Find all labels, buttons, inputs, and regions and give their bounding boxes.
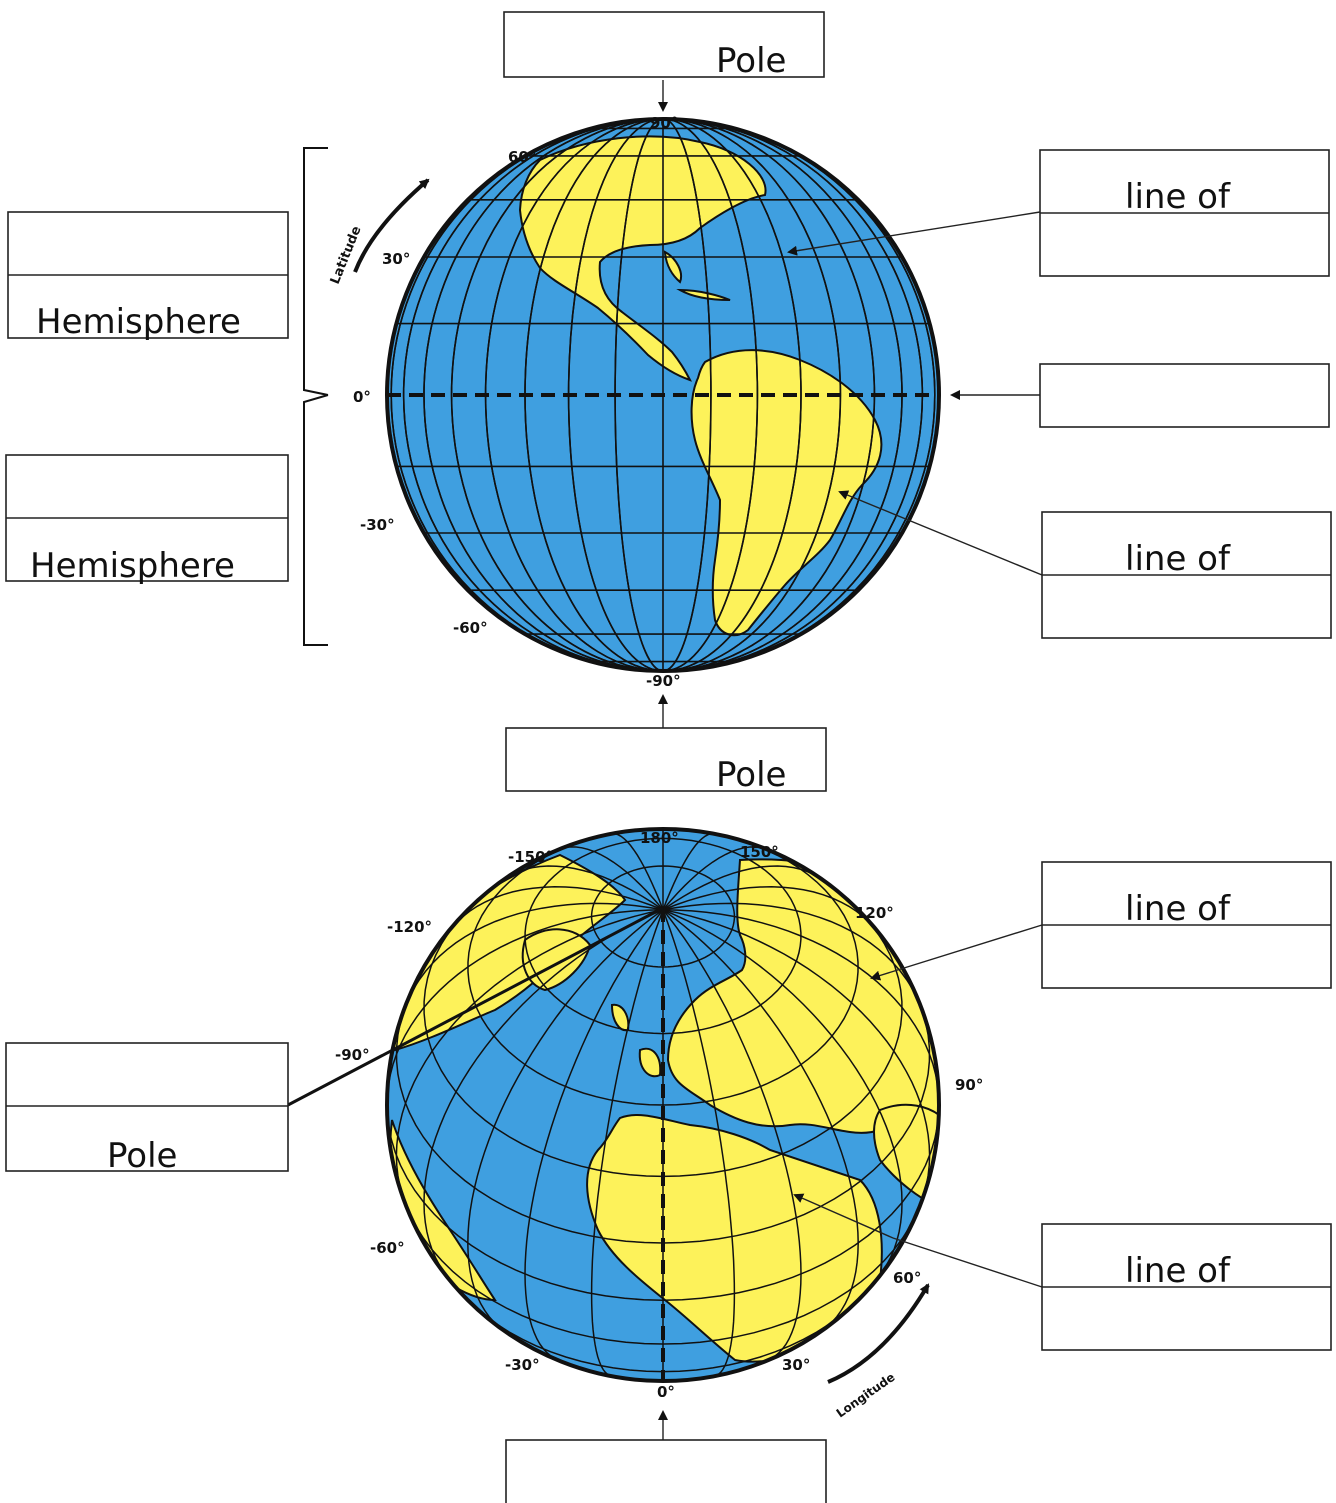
parallel-line xyxy=(662,912,903,1178)
florida-shape xyxy=(663,250,682,284)
deg-label-neg30: -30° xyxy=(360,516,395,534)
greenland-shape xyxy=(521,928,592,992)
meridian-line xyxy=(590,909,664,1378)
iberia-shape xyxy=(638,1047,662,1078)
deg-label-60-lon: 60° xyxy=(893,1269,921,1287)
deg-label-150: 150° xyxy=(740,843,779,861)
north-pole-box-text-2: Pole xyxy=(107,1136,177,1176)
deg-label-180: 180° xyxy=(640,829,679,847)
meridian-line xyxy=(395,909,664,1205)
south-pole-label-box[interactable]: Pole xyxy=(505,727,827,795)
meridian-line xyxy=(662,909,903,1281)
meridian-line xyxy=(662,909,931,1205)
lower-line-of-pointer xyxy=(838,490,1043,576)
south-pole-box-text: Pole xyxy=(716,755,786,795)
southern-hemisphere-box-text: Hemisphere xyxy=(30,546,235,586)
equator-label-box[interactable] xyxy=(1039,363,1330,428)
south-america-shape xyxy=(690,349,883,637)
upper-line-of-label-box-2[interactable]: line of xyxy=(1041,861,1332,989)
southern-hemisphere-label-box[interactable]: Hemisphere xyxy=(5,454,289,586)
parallel-line xyxy=(395,1008,664,1244)
longitude-axis-label: Longitude xyxy=(834,1370,898,1421)
globe1-continents xyxy=(518,135,883,637)
meridian-line xyxy=(662,909,736,1378)
deg-label-neg90: -90° xyxy=(646,672,681,690)
deg-label-neg90-lon: -90° xyxy=(335,1046,370,1064)
globe2-outline xyxy=(385,827,941,1383)
prime-meridian-label-box[interactable] xyxy=(505,1439,827,1503)
meridian-line xyxy=(423,909,664,1281)
lower-line-of-pointer-2 xyxy=(793,1193,894,1239)
deg-label-90-lon: 90° xyxy=(955,1076,983,1094)
deg-label-0-lon: 0° xyxy=(657,1383,675,1401)
meridian-line xyxy=(662,909,802,1362)
parallel-line xyxy=(423,912,664,1178)
parallel-line xyxy=(662,1111,939,1301)
north-pole-label-box[interactable]: Pole xyxy=(503,11,825,81)
meridian-line xyxy=(612,832,664,911)
north-pole-pointer-2 xyxy=(287,906,664,1107)
upper-line-of-pointer-2 xyxy=(870,924,1043,981)
meridian-line xyxy=(662,832,714,911)
deg-label-neg60-lon: -60° xyxy=(370,1239,405,1257)
latitude-axis-label: Latitude xyxy=(328,224,365,287)
northern-hemisphere-box-text: Hemisphere xyxy=(36,302,241,342)
lower-line-of-label-box[interactable]: line of xyxy=(1041,511,1332,639)
globe1-outline xyxy=(385,117,941,673)
meridian-line xyxy=(560,846,664,911)
deg-label-neg120: -120° xyxy=(387,918,432,936)
meridian-line xyxy=(449,886,664,931)
upper-line-of-box-text-2: line of xyxy=(1125,889,1231,929)
parallel-line xyxy=(387,1111,664,1301)
southern-hemisphere-bracket xyxy=(303,394,329,646)
north-america-shape xyxy=(518,135,767,382)
globe-longitude: 180° -150° 150° -120° 120° -90° 90° -60°… xyxy=(5,827,1332,1503)
upper-line-of-pointer xyxy=(787,211,1041,256)
northern-hemisphere-label-box[interactable]: Hemisphere xyxy=(7,211,289,342)
deg-label-neg60: -60° xyxy=(453,619,488,637)
upper-line-of-box-text: line of xyxy=(1125,177,1231,217)
parallel-line xyxy=(662,1008,931,1244)
northern-hemisphere-bracket xyxy=(303,147,329,396)
deg-label-0: 0° xyxy=(353,388,371,406)
upper-line-of-label-box[interactable]: line of xyxy=(1039,149,1330,277)
deg-label-120: 120° xyxy=(855,904,894,922)
deg-label-60: 60° xyxy=(508,148,536,166)
north-pole-box-text: Pole xyxy=(716,41,786,81)
latitude-direction-arrow xyxy=(353,178,430,273)
parallel-line xyxy=(467,829,859,1106)
caribbean-islands-shape xyxy=(676,288,731,301)
deg-label-30-lon: 30° xyxy=(782,1356,810,1374)
longitude-direction-arrow xyxy=(827,1283,930,1384)
meridian-line xyxy=(404,902,664,1007)
lower-line-of-box-text-2: line of xyxy=(1125,1251,1231,1291)
lower-line-of-label-box-2[interactable]: line of xyxy=(1041,1223,1332,1351)
meridian-line xyxy=(524,909,664,1362)
deg-label-neg30-lon: -30° xyxy=(505,1356,540,1374)
deg-label-90: 90° xyxy=(650,114,678,132)
globe-latitude: 90° 60° 30° 0° -30° -60° -90° Latitude P… xyxy=(5,11,1332,795)
meridian-line xyxy=(662,846,766,911)
parallel-line xyxy=(403,1200,664,1345)
deg-label-30: 30° xyxy=(382,250,410,268)
north-pole-label-box-2[interactable]: Pole xyxy=(5,1042,289,1176)
lower-line-of-box-text: line of xyxy=(1125,539,1231,579)
meridian-line xyxy=(662,886,877,931)
deg-label-neg150: -150° xyxy=(508,848,553,866)
parallel-line xyxy=(524,837,802,1035)
